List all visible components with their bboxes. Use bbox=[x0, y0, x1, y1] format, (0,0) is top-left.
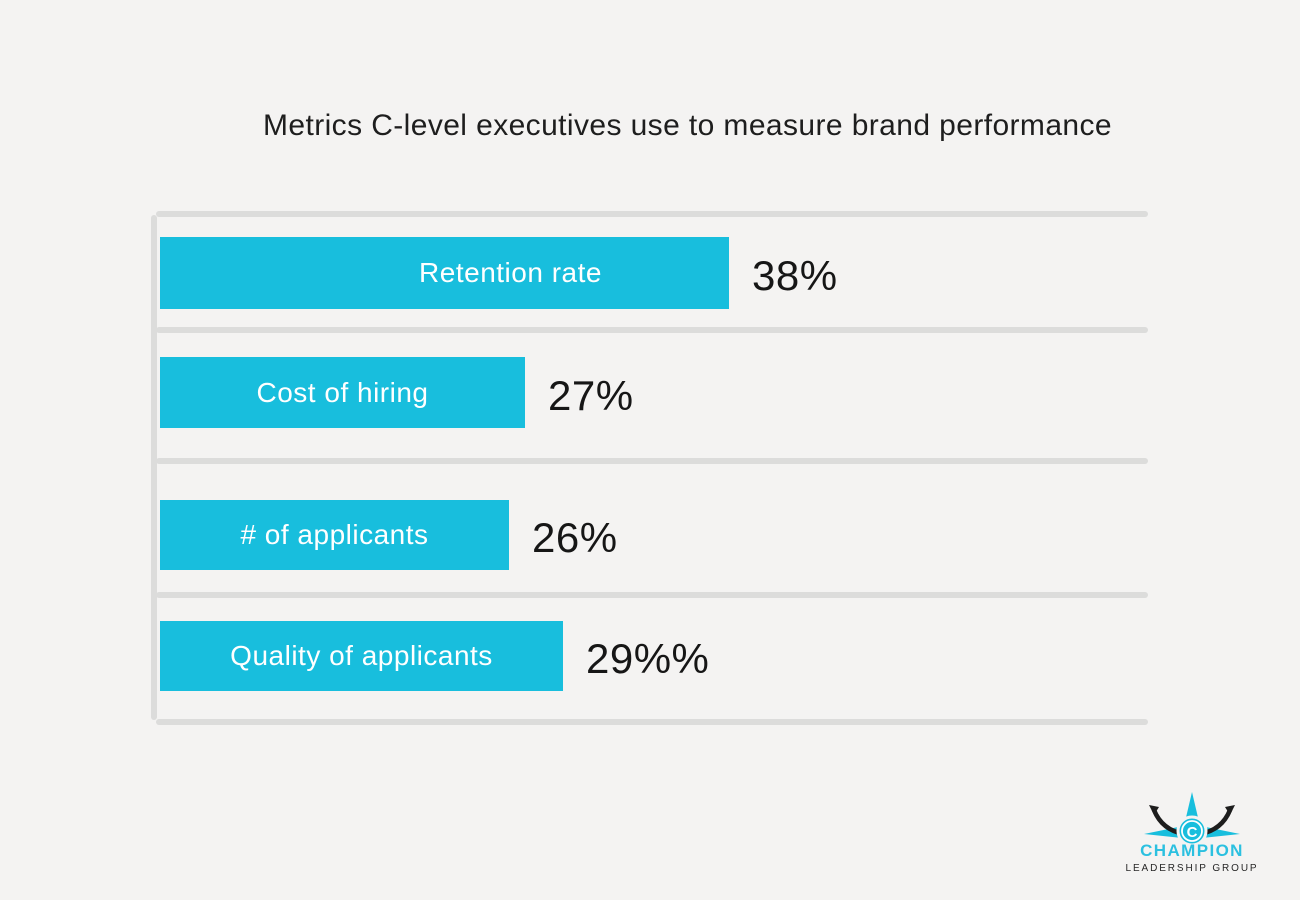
chart-title: Metrics C-level executives use to measur… bbox=[263, 109, 1112, 142]
axis-line-vertical bbox=[151, 215, 157, 720]
bar-3: # of applicants bbox=[160, 500, 509, 570]
bar-row-4: Quality of applicants 29%% bbox=[160, 621, 709, 691]
svg-text:C: C bbox=[1187, 824, 1198, 841]
bar-row-1: Retention rate 38% bbox=[160, 237, 838, 309]
gridline-row-separator bbox=[156, 458, 1148, 464]
bar-2: Cost of hiring bbox=[160, 357, 525, 428]
bar-1: Retention rate bbox=[160, 237, 729, 309]
gridline-row-separator bbox=[156, 719, 1148, 725]
bar-category-label: # of applicants bbox=[240, 519, 429, 550]
compass-c-icon: C bbox=[1144, 792, 1240, 848]
bar-4: Quality of applicants bbox=[160, 621, 563, 691]
bar-category-label: Quality of applicants bbox=[230, 640, 493, 671]
company-logo: C CHAMPION LEADERSHIP GROUP bbox=[1122, 792, 1262, 874]
bar-value-label: 26% bbox=[532, 514, 618, 561]
bar-category-label: Retention rate bbox=[419, 257, 602, 288]
gridline-row-separator bbox=[156, 327, 1148, 333]
bar-row-3: # of applicants 26% bbox=[160, 500, 618, 570]
bar-category-label: Cost of hiring bbox=[256, 376, 429, 408]
bar-value-label: 29%% bbox=[586, 635, 710, 682]
bar-row-2: Cost of hiring 27% bbox=[160, 357, 634, 428]
logo-name: CHAMPION bbox=[1140, 841, 1244, 860]
gridline-row-separator bbox=[156, 592, 1148, 598]
logo-tagline: LEADERSHIP GROUP bbox=[1125, 863, 1259, 874]
bar-value-label: 27% bbox=[548, 371, 634, 419]
bar-value-label: 38% bbox=[752, 252, 838, 299]
gridline-row-separator bbox=[156, 211, 1148, 217]
